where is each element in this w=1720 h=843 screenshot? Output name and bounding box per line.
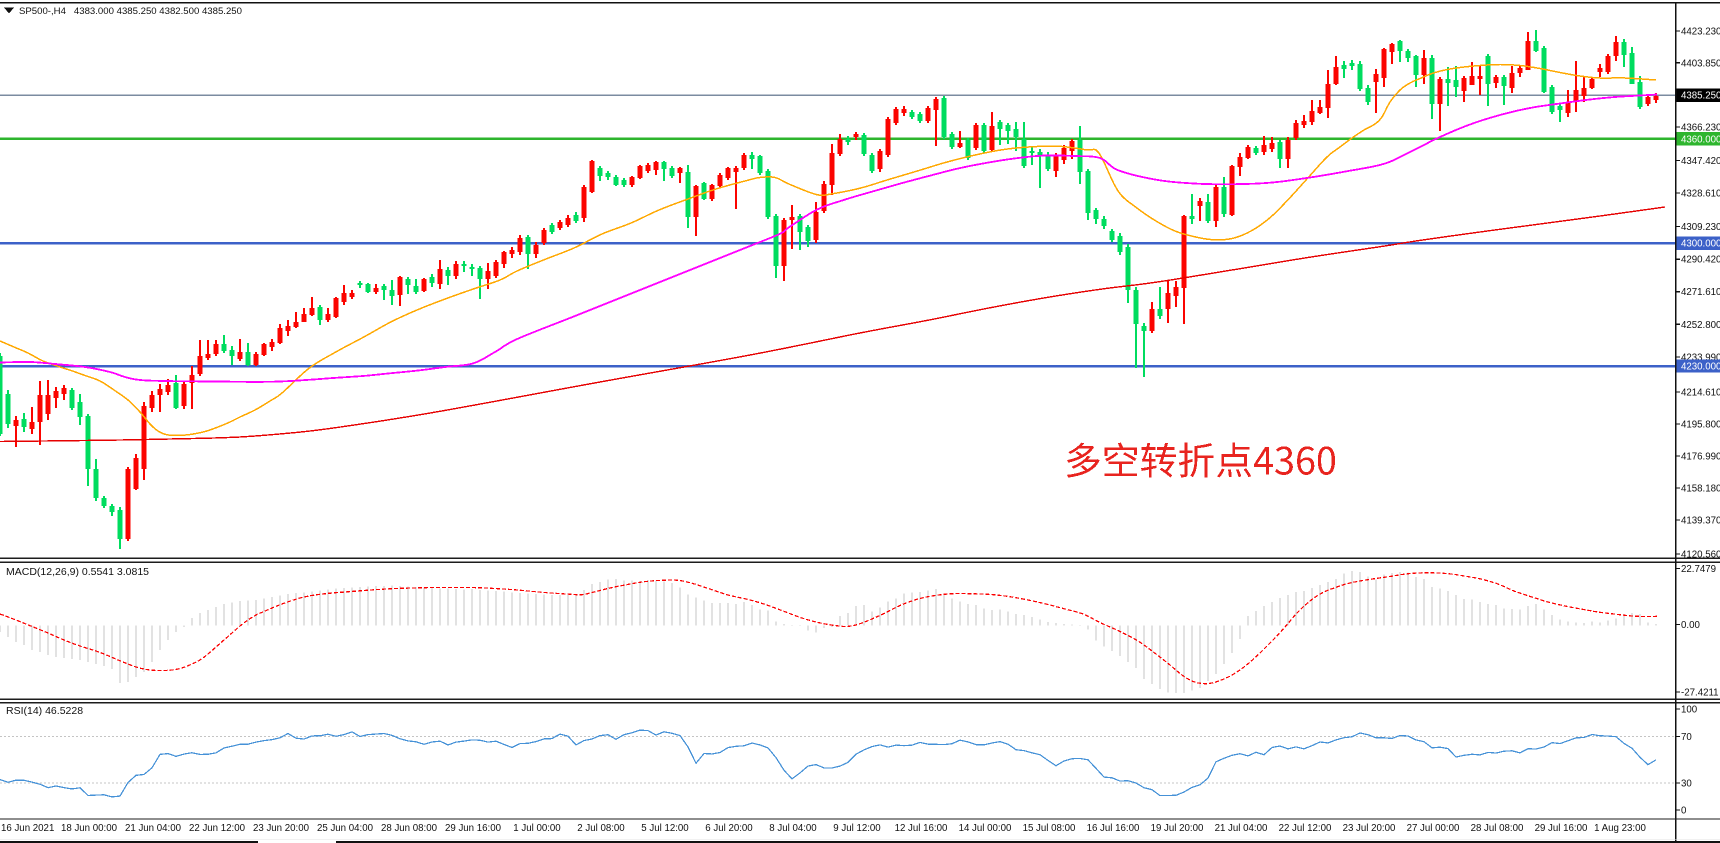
svg-text:28 Jun 08:00: 28 Jun 08:00 — [381, 823, 438, 834]
svg-text:4214.610: 4214.610 — [1681, 388, 1720, 399]
svg-text:21 Jun 04:00: 21 Jun 04:00 — [125, 823, 182, 834]
svg-text:2 Jul 08:00: 2 Jul 08:00 — [577, 823, 625, 834]
svg-text:4120.560: 4120.560 — [1681, 550, 1720, 561]
svg-text:4139.370: 4139.370 — [1681, 516, 1720, 527]
svg-text:22 Jun 12:00: 22 Jun 12:00 — [189, 823, 246, 834]
svg-text:16 Jul 16:00: 16 Jul 16:00 — [1087, 823, 1140, 834]
svg-text:15 Jul 08:00: 15 Jul 08:00 — [1023, 823, 1076, 834]
svg-text:5 Jul 12:00: 5 Jul 12:00 — [641, 823, 689, 834]
svg-text:4403.850: 4403.850 — [1681, 58, 1720, 69]
svg-text:21 Jul 04:00: 21 Jul 04:00 — [1215, 823, 1268, 834]
svg-text:100: 100 — [1681, 705, 1698, 716]
svg-text:4290.420: 4290.420 — [1681, 255, 1720, 266]
svg-text:RSI(14) 46.5228: RSI(14) 46.5228 — [6, 705, 83, 717]
svg-text:14 Jul 00:00: 14 Jul 00:00 — [959, 823, 1012, 834]
svg-text:-27.4211: -27.4211 — [1681, 688, 1719, 699]
svg-text:4366.230: 4366.230 — [1681, 123, 1720, 134]
svg-text:4328.610: 4328.610 — [1681, 189, 1720, 200]
svg-text:29 Jul 16:00: 29 Jul 16:00 — [1535, 823, 1588, 834]
svg-text:12 Jul 16:00: 12 Jul 16:00 — [895, 823, 948, 834]
svg-text:6 Jul 20:00: 6 Jul 20:00 — [705, 823, 753, 834]
svg-text:4233.990: 4233.990 — [1681, 353, 1720, 364]
svg-text:30: 30 — [1681, 779, 1692, 790]
svg-text:4347.420: 4347.420 — [1681, 156, 1720, 167]
svg-text:23 Jul 20:00: 23 Jul 20:00 — [1343, 823, 1396, 834]
svg-text:19 Jul 20:00: 19 Jul 20:00 — [1151, 823, 1204, 834]
svg-text:22.7479: 22.7479 — [1681, 564, 1716, 575]
svg-text:1 Aug 23:00: 1 Aug 23:00 — [1594, 823, 1646, 834]
svg-text:SP500-,H4 4383.000 4385.250: SP500-,H4 4383.000 4385.250 4382.500 438… — [19, 6, 242, 17]
svg-text:4309.230: 4309.230 — [1681, 222, 1720, 233]
svg-text:23 Jun 20:00: 23 Jun 20:00 — [253, 823, 310, 834]
svg-text:1 Jul 00:00: 1 Jul 00:00 — [513, 823, 561, 834]
svg-text:16 Jun 2021: 16 Jun 2021 — [1, 823, 54, 834]
svg-text:9 Jul 12:00: 9 Jul 12:00 — [833, 823, 881, 834]
svg-text:25 Jun 04:00: 25 Jun 04:00 — [317, 823, 374, 834]
svg-text:22 Jul 12:00: 22 Jul 12:00 — [1279, 823, 1332, 834]
svg-text:MACD(12,26,9) 0.5541 3.0815: MACD(12,26,9) 0.5541 3.0815 — [6, 566, 149, 578]
svg-text:4300.000: 4300.000 — [1681, 239, 1720, 250]
svg-text:8 Jul 04:00: 8 Jul 04:00 — [769, 823, 817, 834]
svg-text:29 Jun 16:00: 29 Jun 16:00 — [445, 823, 502, 834]
svg-text:0: 0 — [1681, 806, 1687, 817]
svg-text:0.00: 0.00 — [1681, 620, 1700, 631]
svg-text:4195.800: 4195.800 — [1681, 420, 1720, 431]
svg-text:4252.800: 4252.800 — [1681, 320, 1720, 331]
svg-text:70: 70 — [1681, 732, 1692, 743]
svg-text:18 Jun 00:00: 18 Jun 00:00 — [61, 823, 118, 834]
svg-text:4230.000: 4230.000 — [1681, 362, 1720, 373]
svg-text:27 Jul 00:00: 27 Jul 00:00 — [1407, 823, 1460, 834]
svg-text:4423.230: 4423.230 — [1681, 27, 1720, 38]
svg-text:28 Jul 08:00: 28 Jul 08:00 — [1471, 823, 1524, 834]
svg-text:4176.990: 4176.990 — [1681, 452, 1720, 463]
svg-text:4385.250: 4385.250 — [1681, 91, 1720, 102]
svg-text:4360.000: 4360.000 — [1681, 134, 1720, 145]
svg-text:4158.180: 4158.180 — [1681, 484, 1720, 495]
svg-text:4271.610: 4271.610 — [1681, 287, 1720, 298]
